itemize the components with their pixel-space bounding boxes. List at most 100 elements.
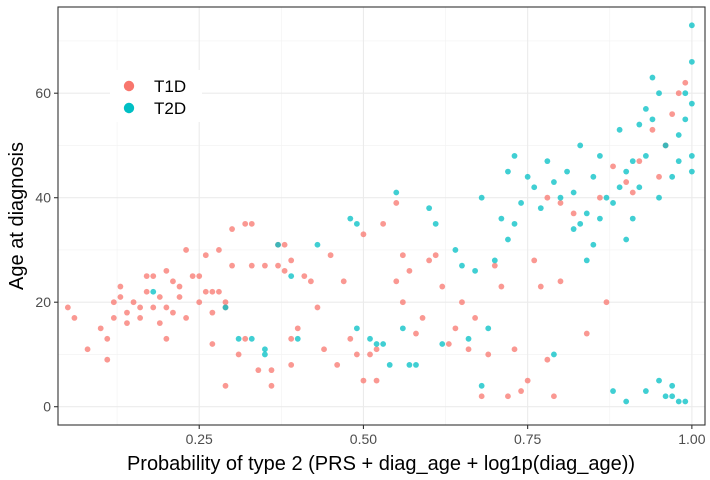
data-point-t1d xyxy=(656,173,662,180)
data-point-t1d xyxy=(610,163,616,170)
data-point-t1d xyxy=(176,283,183,290)
data-point-t2d xyxy=(353,325,360,332)
data-point-t1d xyxy=(557,200,564,206)
data-point-t1d xyxy=(216,247,222,253)
data-point-t1d xyxy=(71,314,78,321)
data-point-t2d xyxy=(426,205,433,212)
data-point-t2d xyxy=(505,236,511,243)
data-point-t1d xyxy=(340,278,347,285)
data-point-t1d xyxy=(419,314,426,321)
data-point-t1d xyxy=(150,304,157,311)
x-tick-label: 0.25 xyxy=(186,431,213,447)
data-point-t2d xyxy=(603,194,610,201)
data-point-t1d xyxy=(248,262,255,269)
data-point-t2d xyxy=(294,335,301,342)
data-point-t1d xyxy=(669,111,676,118)
data-point-t2d xyxy=(610,388,616,394)
data-point-t1d xyxy=(347,335,354,342)
data-point-t2d xyxy=(682,398,689,405)
data-point-t1d xyxy=(170,278,176,285)
data-point-t1d xyxy=(597,194,603,201)
data-point-t2d xyxy=(478,382,485,389)
data-point-t1d xyxy=(432,252,439,259)
x-tick-label: 0.50 xyxy=(350,431,377,447)
data-point-t2d xyxy=(367,335,373,342)
data-point-t1d xyxy=(242,220,249,227)
data-point-t2d xyxy=(642,153,649,159)
data-point-t2d xyxy=(353,220,360,227)
data-point-t2d xyxy=(485,325,492,332)
data-point-t2d xyxy=(577,142,584,149)
data-point-t1d xyxy=(196,299,203,306)
data-point-t1d xyxy=(334,362,341,368)
data-point-t2d xyxy=(616,184,623,191)
data-point-t2d xyxy=(649,116,656,123)
data-point-t1d xyxy=(353,351,360,358)
data-point-t1d xyxy=(124,320,130,327)
data-point-t2d xyxy=(544,158,551,165)
data-point-t1d xyxy=(498,283,505,290)
data-point-t2d xyxy=(590,173,597,180)
series-t1d xyxy=(64,79,689,400)
data-point-t2d xyxy=(505,168,511,175)
data-point-t2d xyxy=(511,153,518,159)
data-point-t2d xyxy=(537,205,544,212)
data-point-t1d xyxy=(124,309,130,316)
y-tick-label: 20 xyxy=(35,294,51,310)
data-point-t2d xyxy=(636,121,643,128)
data-point-t1d xyxy=(176,294,183,300)
data-point-t2d xyxy=(551,351,557,358)
data-point-t2d xyxy=(629,158,636,165)
data-point-t1d xyxy=(242,335,249,342)
data-point-t1d xyxy=(64,304,71,311)
data-point-t2d xyxy=(597,153,603,159)
data-point-t1d xyxy=(360,231,367,238)
data-point-t1d xyxy=(143,288,150,295)
legend-key-t2d xyxy=(123,102,135,114)
data-point-t1d xyxy=(531,257,538,264)
data-point-t2d xyxy=(439,341,446,347)
data-point-t2d xyxy=(275,241,281,248)
data-point-t1d xyxy=(183,314,189,321)
data-point-t1d xyxy=(110,299,117,306)
data-point-t1d xyxy=(544,194,551,201)
data-point-t1d xyxy=(229,262,235,269)
data-point-t1d xyxy=(163,304,170,311)
data-point-t1d xyxy=(104,356,111,363)
data-point-t1d xyxy=(675,90,682,97)
data-point-t1d xyxy=(360,377,367,384)
data-point-t1d xyxy=(373,377,380,384)
x-axis-title: Probability of type 2 (PRS + diag_age + … xyxy=(127,453,635,475)
data-point-t2d xyxy=(682,116,689,123)
data-point-t1d xyxy=(281,241,288,248)
data-point-t2d xyxy=(551,179,557,185)
data-point-t2d xyxy=(623,168,630,175)
data-point-t2d xyxy=(478,194,485,201)
data-point-t1d xyxy=(110,314,117,321)
data-point-t2d xyxy=(150,288,157,295)
data-point-t1d xyxy=(235,351,242,358)
data-point-t2d xyxy=(472,267,478,274)
grid-lines xyxy=(58,7,705,425)
data-point-t2d xyxy=(656,90,662,97)
x-axis-ticks: 0.25 0.50 0.75 1.00 xyxy=(186,425,706,447)
data-point-t2d xyxy=(564,168,570,175)
data-point-t1d xyxy=(327,252,334,259)
data-point-t1d xyxy=(222,382,229,389)
data-point-t2d xyxy=(314,241,321,248)
data-point-t2d xyxy=(248,335,255,342)
data-point-t2d xyxy=(688,168,695,175)
data-point-t2d xyxy=(669,382,676,389)
data-point-t1d xyxy=(301,273,308,279)
data-point-t1d xyxy=(156,294,163,300)
data-point-t2d xyxy=(524,173,531,180)
plot-panel-border xyxy=(57,6,706,426)
data-point-t2d xyxy=(669,173,676,180)
data-point-t1d xyxy=(439,283,446,290)
data-point-t2d xyxy=(675,398,682,405)
data-point-t2d xyxy=(623,236,630,243)
data-point-t2d xyxy=(459,262,465,269)
data-point-t1d xyxy=(288,257,295,264)
